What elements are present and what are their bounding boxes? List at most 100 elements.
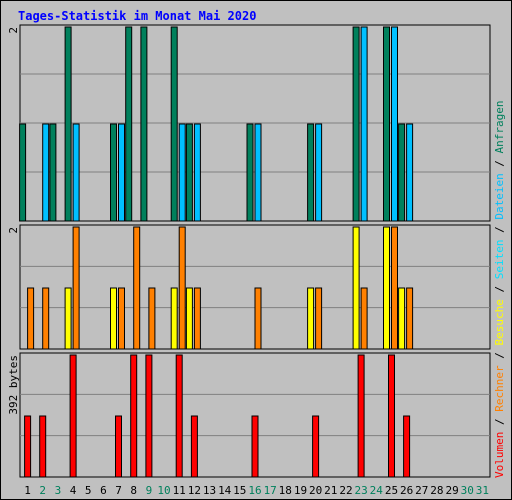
panel-top: 2: [7, 24, 491, 222]
chart-panels: 2 2 392 bytes: [7, 24, 491, 478]
bar-dateien-day-12: [193, 123, 201, 222]
bar-anfragen-day-3: [49, 123, 57, 222]
day-label-1: 1: [24, 484, 31, 497]
chart-title: Tages-Statistik im Monat Mai 2020: [18, 9, 256, 23]
bar-anfragen-day-1: [19, 123, 27, 222]
bar-besuche-day-23: [352, 226, 360, 350]
day-label-4: 4: [70, 484, 77, 497]
day-label-26: 26: [400, 484, 413, 497]
bar-dateien-day-25: [391, 26, 398, 222]
day-labels: 1 2 3 4 5 6 7 8 9 10 11 12 13 14 15 16 17 18 19 20 21 22 23 24 2…: [24, 484, 489, 497]
bar-anfragen-day-20: [307, 123, 315, 222]
day-label-12: 12: [188, 484, 201, 497]
bar-rechner-day-20: [315, 287, 323, 350]
legend-separator: /: [493, 279, 506, 299]
bar-rechner-day-2: [42, 287, 50, 350]
bar-volumen-day-7: [115, 415, 122, 478]
bar-rechner-day-11: [178, 226, 186, 350]
bar-anfragen-day-12: [185, 123, 193, 222]
bar-volumen-day-1: [24, 415, 32, 478]
day-label-30: 30: [461, 484, 474, 497]
day-label-19: 19: [294, 484, 307, 497]
day-label-29: 29: [445, 484, 458, 497]
day-label-23: 23: [354, 484, 367, 497]
bar-dateien-day-4: [72, 123, 80, 222]
bar-rechner-day-12: [193, 287, 201, 350]
bar-besuche-day-4: [64, 287, 72, 350]
legend-item-anfragen: Anfragen: [493, 100, 506, 153]
bar-volumen-day-26: [403, 415, 411, 478]
bar-rechner-day-7: [118, 287, 125, 350]
bar-dateien-day-23: [360, 26, 368, 222]
day-label-18: 18: [279, 484, 292, 497]
day-label-13: 13: [203, 484, 216, 497]
legend: Volumen / Rechner / Besuche / Seiten / D…: [493, 100, 506, 478]
bar-rechner-day-4: [72, 226, 80, 350]
bar-anfragen-day-25: [383, 26, 390, 222]
bar-besuche-day-25: [383, 226, 390, 350]
day-label-10: 10: [157, 484, 170, 497]
bar-besuche-day-20: [307, 287, 315, 350]
bar-volumen-day-23: [357, 354, 365, 478]
bar-rechner-day-8: [133, 226, 141, 350]
bar-dateien-day-16: [254, 123, 262, 222]
day-label-11: 11: [173, 484, 186, 497]
bar-rechner-day-16: [254, 287, 262, 350]
bar-dateien-day-20: [315, 123, 323, 222]
day-label-17: 17: [264, 484, 277, 497]
bar-volumen-day-20: [312, 415, 320, 478]
panel-bottom-ytick-label: 392 bytes: [7, 355, 20, 415]
bar-besuche-day-11: [170, 287, 178, 350]
day-label-15: 15: [233, 484, 246, 497]
day-label-6: 6: [100, 484, 107, 497]
bar-volumen-day-11: [175, 354, 183, 478]
bar-volumen-day-16: [251, 415, 259, 478]
legend-item-besuche: Besuche: [493, 299, 506, 345]
bar-volumen-day-25: [388, 354, 395, 478]
bar-besuche-day-7: [110, 287, 117, 350]
bar-dateien-day-2: [42, 123, 50, 222]
bar-anfragen-day-7: [110, 123, 117, 222]
day-label-25: 25: [385, 484, 398, 497]
legend-item-seiten: Seiten: [493, 240, 506, 280]
bar-besuche-day-12: [185, 287, 193, 350]
legend-separator: /: [493, 346, 506, 366]
day-label-27: 27: [415, 484, 428, 497]
day-label-8: 8: [130, 484, 137, 497]
bar-anfragen-day-4: [64, 26, 72, 222]
panel-middle: 2: [7, 224, 491, 350]
day-label-28: 28: [430, 484, 443, 497]
day-label-7: 7: [115, 484, 122, 497]
day-label-22: 22: [339, 484, 352, 497]
legend-item-rechner: Rechner: [493, 365, 506, 412]
panel-top-ytick-label: 2: [7, 27, 20, 34]
bar-rechner-day-25: [391, 226, 398, 350]
bar-anfragen-day-8: [125, 26, 133, 222]
bar-volumen-day-12: [190, 415, 198, 478]
bar-anfragen-day-9: [140, 26, 148, 222]
bar-volumen-day-4: [69, 354, 77, 478]
panel-middle-ytick-label: 2: [7, 227, 20, 234]
bar-rechner-day-1: [27, 287, 35, 350]
bar-anfragen-day-26: [398, 123, 406, 222]
day-label-21: 21: [324, 484, 337, 497]
legend-separator: /: [493, 153, 506, 173]
bar-volumen-day-8: [130, 354, 138, 478]
day-label-14: 14: [218, 484, 232, 497]
legend-separator: /: [493, 220, 506, 240]
day-label-5: 5: [85, 484, 92, 497]
bar-rechner-day-9: [148, 287, 156, 350]
bar-besuche-day-26: [398, 287, 406, 350]
legend-item-dateien: Dateien: [493, 173, 506, 219]
bar-anfragen-day-23: [352, 26, 360, 222]
panel-bottom: 392 bytes: [7, 352, 491, 478]
bar-anfragen-day-11: [170, 26, 178, 222]
bar-rechner-day-23: [360, 287, 368, 350]
day-label-2: 2: [39, 484, 46, 497]
day-label-20: 20: [309, 484, 322, 497]
day-label-31: 31: [476, 484, 489, 497]
day-label-9: 9: [146, 484, 153, 497]
bar-dateien-day-11: [178, 123, 186, 222]
